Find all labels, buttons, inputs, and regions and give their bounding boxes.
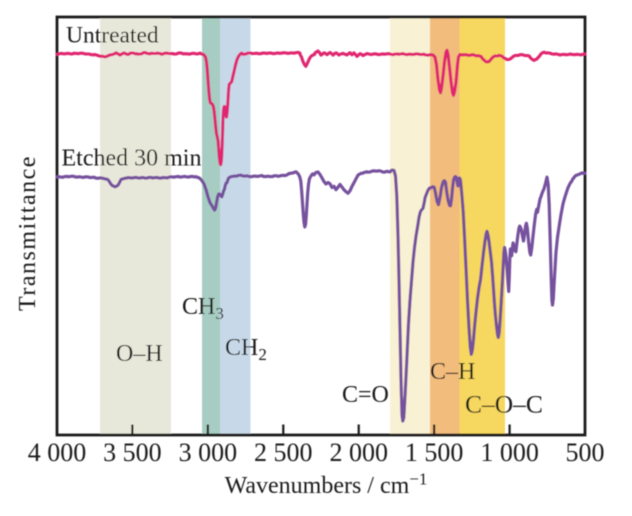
svg-text:C–O–C: C–O–C [465,390,543,419]
svg-text:1 000: 1 000 [480,438,539,467]
svg-text:O–H: O–H [116,341,163,367]
svg-text:3 500: 3 500 [103,438,162,467]
svg-text:4 000: 4 000 [28,438,87,467]
svg-text:500: 500 [566,438,605,467]
svg-text:Etched 30 min: Etched 30 min [62,146,202,172]
svg-text:C–H: C–H [430,359,475,385]
svg-text:Wavenumbers / cm−1: Wavenumbers / cm−1 [225,470,428,500]
svg-text:2 500: 2 500 [254,438,313,467]
svg-text:2 000: 2 000 [329,438,388,467]
svg-text:C=O: C=O [342,382,389,408]
svg-text:1 500: 1 500 [405,438,464,467]
svg-text:3 000: 3 000 [179,438,238,467]
svg-text:Untreated: Untreated [66,23,159,49]
svg-text:Transmittance: Transmittance [15,155,41,311]
